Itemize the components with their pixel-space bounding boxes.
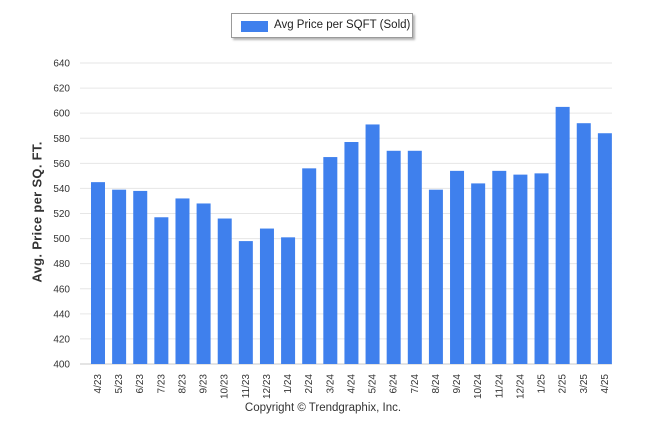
y-tick-label: 620 [53, 84, 70, 95]
x-tick-label: 10/23 [220, 374, 231, 399]
x-tick-label: 4/25 [600, 374, 611, 394]
x-tick-label: 3/25 [579, 374, 590, 394]
x-tick-labels: 4/23 5/23 6/23 7/23 8/23 9/23 10/23 11/23 12/23 1… [93, 374, 611, 399]
x-tick-label: 2/24 [304, 374, 315, 394]
bar-11/24[interactable] [492, 170, 507, 364]
x-tick-label: 5/23 [114, 374, 125, 394]
x-tick-label: 6/23 [135, 374, 146, 394]
bar-7/24[interactable] [407, 150, 422, 364]
x-tick-label: 11/23 [241, 374, 252, 399]
legend: Avg Price per SQFT (Sold) [231, 13, 413, 38]
bar-3/25[interactable] [576, 123, 591, 364]
bars [91, 106, 612, 365]
bar-5/23[interactable] [112, 189, 127, 364]
bar-12/24[interactable] [513, 174, 528, 364]
x-tick-label: 7/23 [156, 374, 167, 394]
y-tick-label: 400 [53, 360, 70, 371]
x-tick-label: 6/24 [389, 374, 400, 394]
bar-4/25[interactable] [597, 133, 612, 364]
bar-9/24[interactable] [450, 170, 465, 364]
bar-6/24[interactable] [386, 150, 401, 364]
y-tick-label: 520 [53, 209, 70, 220]
bar-2/24[interactable] [302, 168, 317, 364]
bar-8/23[interactable] [175, 198, 190, 364]
bar-3/24[interactable] [323, 157, 338, 364]
y-tick-label: 580 [53, 134, 70, 145]
bar-4/24[interactable] [344, 142, 359, 364]
bar-7/23[interactable] [154, 217, 169, 364]
legend-swatch [241, 21, 268, 32]
y-tick-label: 560 [53, 159, 70, 170]
bar-10/24[interactable] [471, 183, 486, 364]
bar-12/23[interactable] [259, 228, 274, 364]
legend-label: Avg Price per SQFT (Sold) [274, 19, 411, 31]
x-tick-label: 1/25 [537, 374, 548, 394]
bar-6/23[interactable] [133, 190, 148, 364]
x-tick-label: 11/24 [494, 374, 505, 399]
y-tick-label: 440 [53, 309, 70, 320]
y-tick-label: 600 [53, 109, 70, 120]
x-tick-label: 5/24 [368, 374, 379, 394]
y-axis-label: Avg. Price per SQ. FT. [29, 141, 45, 283]
y-tick-label: 500 [53, 234, 70, 245]
bar-10/23[interactable] [217, 218, 232, 364]
x-tick-label: 10/24 [473, 374, 484, 399]
bar-9/23[interactable] [196, 203, 211, 364]
y-tick-label: 420 [53, 334, 70, 345]
x-tick-label: 12/24 [515, 374, 526, 399]
x-tick-label: 8/23 [177, 374, 188, 394]
x-tick-label: 2/25 [558, 374, 569, 394]
x-tick-label: 9/24 [452, 374, 463, 394]
x-tick-label: 12/23 [262, 374, 273, 399]
x-tick-label: 9/23 [199, 374, 210, 394]
bar-1/24[interactable] [281, 237, 296, 364]
y-tick-label: 480 [53, 259, 70, 270]
x-tick-label: 8/24 [431, 374, 442, 394]
x-tick-label: 4/23 [93, 374, 104, 394]
x-tick-label: 3/24 [325, 374, 336, 394]
bar-5/24[interactable] [365, 124, 380, 365]
x-tick-label: 7/24 [410, 374, 421, 394]
bar-4/23[interactable] [91, 182, 105, 364]
y-tick-label: 540 [53, 184, 70, 195]
y-tick-label: 640 [53, 59, 70, 70]
copyright-text: Copyright © Trendgraphix, Inc. [244, 402, 402, 414]
bar-11/23[interactable] [238, 241, 253, 364]
bar-2/25[interactable] [555, 106, 570, 364]
y-tick-labels: 400 420 440 460 480 500 520 540 560 580 600 620 640 [53, 59, 70, 371]
y-tick-label: 460 [53, 284, 70, 295]
bar-1/25[interactable] [534, 173, 549, 364]
x-tick-label: 4/24 [346, 374, 357, 394]
x-tick-label: 1/24 [283, 374, 294, 394]
bar-8/24[interactable] [428, 189, 443, 364]
